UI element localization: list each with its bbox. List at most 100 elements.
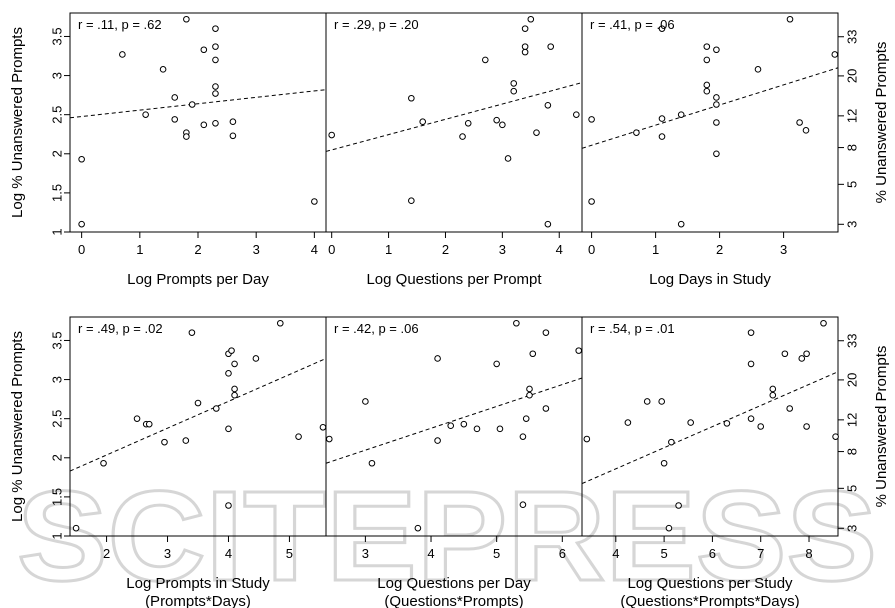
x-tick-label: 5 [493, 546, 500, 561]
x-tick-label: 6 [559, 546, 566, 561]
data-point [145, 420, 153, 428]
data-point [703, 56, 711, 64]
data-point [713, 46, 720, 54]
data-point [723, 420, 731, 427]
correlation-annotation: r = .41, p = .06 [590, 17, 675, 32]
data-point [533, 129, 540, 136]
y-tick-label-left: 3 [50, 72, 65, 79]
y-axis-label-right: % Unanswered Prompts [873, 42, 890, 204]
y-tick-label-left: 1.5 [50, 488, 65, 506]
data-point [521, 43, 529, 50]
data-point [573, 111, 580, 118]
data-point [803, 350, 810, 358]
watermark: SCITEPRESS [16, 475, 879, 595]
y-tick-label-left: 1.5 [50, 184, 65, 202]
y-tick-label-left: 3 [50, 376, 65, 383]
x-axis-label-line2: (Questions*Prompts*Days) [620, 593, 799, 608]
data-point [521, 25, 529, 32]
data-point [231, 391, 238, 399]
data-point [319, 423, 327, 431]
data-point [183, 15, 190, 23]
data-point [171, 94, 179, 101]
data-point [188, 329, 196, 336]
correlation-annotation: r = .11, p = .62 [78, 17, 162, 32]
data-point [72, 524, 80, 532]
data-point [527, 15, 535, 23]
data-point [408, 94, 415, 102]
data-point [519, 501, 527, 509]
x-tick-label: 0 [588, 242, 595, 257]
data-point [252, 355, 260, 362]
data-point [542, 329, 550, 336]
data-point [212, 405, 220, 412]
data-point [200, 121, 208, 129]
panel-3: r = .41, p = .06 0 1 2 3 Log Days in Study [581, 12, 839, 288]
data-point [200, 46, 208, 54]
data-point [769, 391, 777, 399]
data-point [311, 198, 318, 205]
plot-frame [581, 316, 839, 537]
data-point [798, 355, 806, 362]
y-tick-label-right: 3 [845, 221, 860, 228]
data-point [499, 121, 506, 129]
y-axis-label-left: Log % Unanswered Prompts [9, 331, 26, 522]
data-point [231, 385, 238, 393]
data-point [408, 197, 415, 205]
data-point [229, 118, 237, 126]
data-point [276, 319, 284, 327]
panel-1: r = .11, p = .62 0 1 2 3 4 Log Prompts per Day [69, 12, 327, 288]
data-point [624, 419, 632, 426]
data-point [510, 80, 518, 87]
data-point [747, 329, 755, 336]
data-point [496, 425, 504, 433]
data-point [328, 131, 335, 139]
data-point [583, 435, 591, 443]
y-tick-label-right: 20 [845, 373, 860, 387]
data-point [820, 319, 827, 327]
data-point [544, 220, 552, 228]
y-tick-label-left: 1 [50, 532, 65, 539]
data-point [747, 415, 755, 422]
correlation-annotation: r = .54, p = .01 [590, 321, 675, 336]
x-tick-label: 4 [225, 546, 232, 561]
data-point [660, 459, 668, 467]
data-point [522, 415, 530, 422]
data-point [687, 419, 694, 426]
data-point [526, 385, 533, 393]
data-point [510, 87, 518, 95]
data-point [786, 15, 794, 23]
data-point [182, 437, 190, 444]
data-point [757, 423, 765, 430]
data-point [769, 385, 777, 393]
data-point [713, 101, 720, 108]
x-tick-label: 4 [612, 546, 619, 561]
x-tick-label: 5 [286, 546, 293, 561]
data-point [668, 438, 675, 446]
data-point [460, 420, 468, 428]
y-tick-label-left: 2 [50, 150, 65, 157]
correlation-annotation: r = .42, p = .06 [334, 321, 419, 336]
data-point [434, 437, 441, 444]
data-point [188, 101, 196, 108]
data-point [212, 25, 219, 32]
trend-line [325, 377, 583, 464]
x-tick-label: 3 [253, 242, 260, 257]
x-tick-label: 0 [78, 242, 85, 257]
data-point [547, 43, 555, 50]
data-point [159, 66, 167, 73]
x-tick-label: 4 [556, 242, 563, 257]
plot-frame [581, 12, 839, 233]
data-point [228, 347, 235, 354]
data-point [832, 433, 839, 440]
x-axis-label-line2: (Prompts*Days) [145, 593, 251, 608]
y-tick-label-right: 8 [845, 144, 860, 151]
data-point [225, 425, 232, 433]
x-tick-label: 0 [328, 242, 335, 257]
data-point [493, 116, 500, 124]
data-point [212, 119, 219, 127]
data-point [295, 433, 302, 440]
data-point [781, 350, 789, 358]
data-point [434, 355, 441, 362]
